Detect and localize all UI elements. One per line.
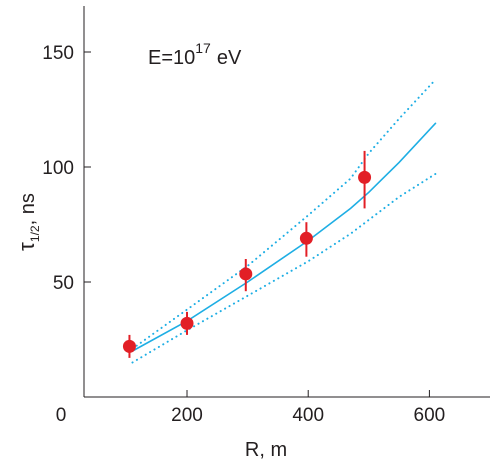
x-tick-label-400: 400	[292, 405, 324, 426]
fit-curve-solid	[131, 122, 437, 352]
y-axis-label: τ1/2, ns	[14, 193, 42, 251]
data-point-3	[299, 231, 313, 245]
curves	[131, 78, 437, 364]
data-point-2	[239, 267, 253, 281]
data-point-0	[122, 339, 136, 353]
fit-curve-dotted-1	[131, 78, 437, 350]
data-point-4	[358, 170, 372, 184]
energy-annotation-exponent: 17	[195, 40, 211, 56]
tick-labels: 200 400 600 50 100 150	[42, 43, 445, 426]
data-points	[122, 170, 372, 353]
x-tick-label-600: 600	[414, 405, 446, 426]
data-point-1	[180, 316, 194, 330]
energy-annotation-unit: eV	[217, 47, 242, 69]
x-tick-label-200: 200	[171, 405, 203, 426]
fit-curve-dotted-2	[131, 172, 437, 364]
y-tick-label-150: 150	[42, 43, 74, 64]
origin-label: 0	[56, 405, 67, 426]
y-axis-label-symbol: τ	[14, 242, 39, 251]
y-axis-label-unit: , ns	[17, 193, 39, 225]
energy-annotation: E=1017 eV	[148, 40, 242, 69]
y-tick-label-50: 50	[53, 273, 74, 294]
x-axis-label: R, m	[245, 439, 287, 461]
axes	[83, 6, 490, 398]
energy-annotation-base: E=10	[148, 47, 195, 69]
error-bars	[128, 150, 366, 358]
y-axis-label-subscript: 1/2	[28, 225, 42, 242]
y-tick-label-100: 100	[42, 158, 74, 179]
